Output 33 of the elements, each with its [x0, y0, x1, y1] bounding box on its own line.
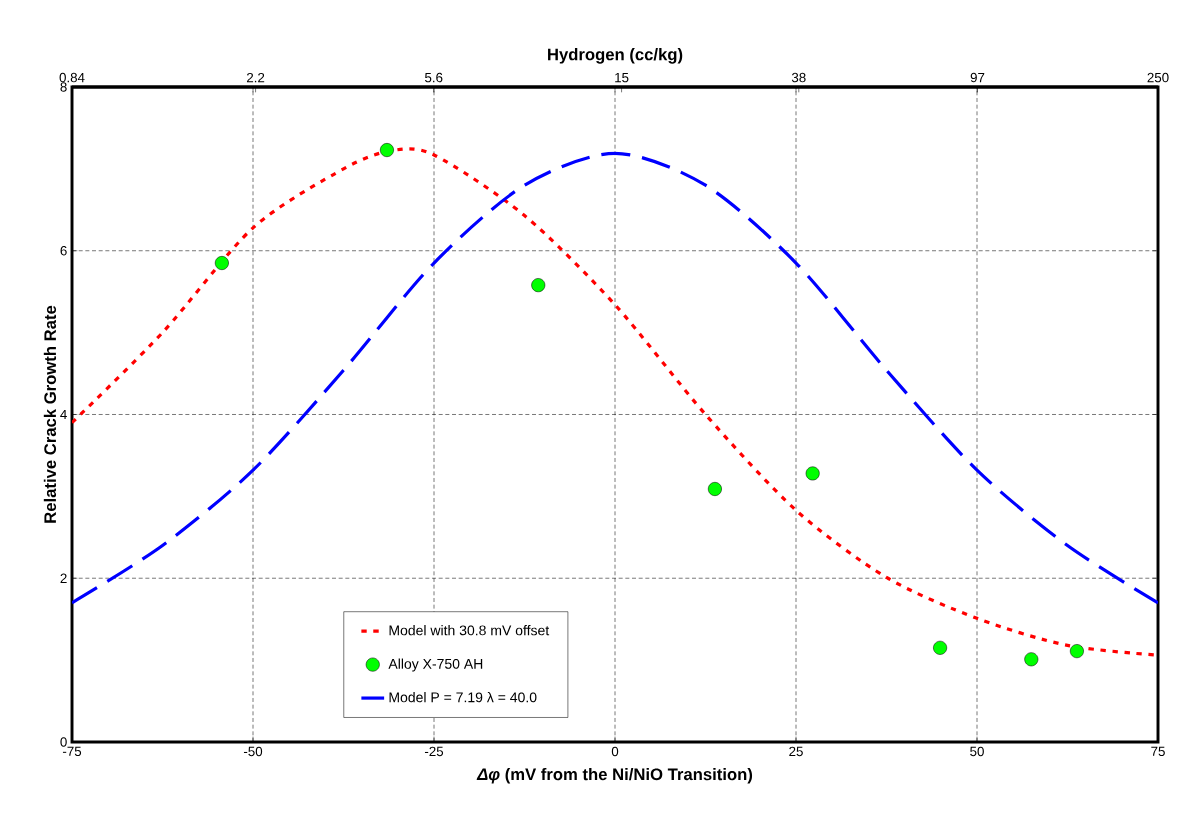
- point: [380, 143, 394, 157]
- x2-tick-label: 250: [1147, 72, 1169, 83]
- legend-label: Model with 30.8 mV offset: [389, 625, 550, 636]
- point: [214, 256, 229, 270]
- x-tick-label: 0: [611, 746, 619, 757]
- y-axis-title: Relative Crack Growth Rate: [43, 305, 57, 523]
- x2-tick-label: 38: [791, 72, 806, 83]
- y-tick-label: 8: [60, 82, 67, 92]
- point: [1024, 652, 1039, 667]
- x-tick-label: 25: [789, 746, 803, 757]
- x2-tick-label: 15: [615, 72, 629, 83]
- x2-tick-label: 5.6: [425, 72, 443, 83]
- x-tick-label: 50: [970, 746, 984, 757]
- point: [1069, 644, 1084, 659]
- x2-axis-title: Hydrogen (cc/kg): [548, 48, 683, 64]
- x-tick-label: -75: [62, 746, 82, 756]
- x-tick-label: 75: [1151, 746, 1165, 756]
- point: [933, 640, 948, 655]
- x2-tick-label: 0.84: [59, 72, 85, 83]
- y-tick-label: 2: [60, 573, 67, 583]
- y-tick-label: 4: [60, 409, 67, 420]
- legend-label: Alloy X-750 AH: [388, 658, 483, 672]
- point: [805, 466, 820, 481]
- x-axis-title: Δφ (mV from the Ni/NiO Transition): [476, 767, 753, 784]
- point: [707, 482, 722, 496]
- x-tick-label: -50: [243, 746, 263, 757]
- y-tick-label: 6: [60, 246, 67, 256]
- x2-tick-label: 97: [970, 72, 985, 83]
- point: [531, 278, 546, 293]
- x-tick-label: -25: [424, 746, 444, 757]
- x2-tick-label: 2.2: [246, 72, 265, 83]
- y-tick-label: 0: [60, 737, 67, 747]
- legend-label: Model P = 7.19 λ = 40.0: [389, 692, 537, 703]
